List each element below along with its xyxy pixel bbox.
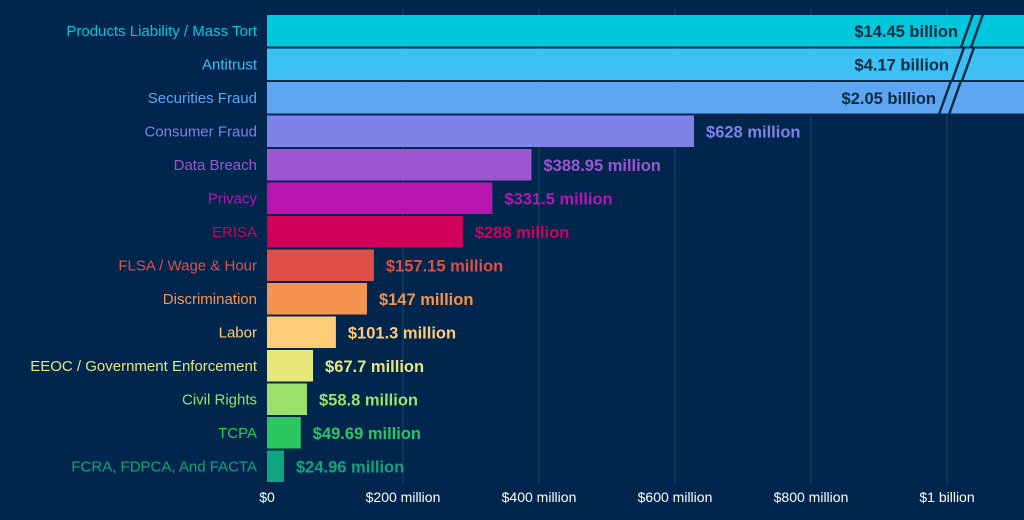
axis-break-slash bbox=[960, 47, 976, 82]
value-label: $288 million bbox=[475, 224, 569, 242]
value-label: $157.15 million bbox=[386, 257, 503, 275]
category-label: Products Liability / Mass Tort bbox=[66, 23, 257, 40]
axis-break-slash bbox=[950, 47, 966, 82]
labels: Products Liability / Mass Tort $14.45 bil… bbox=[30, 23, 958, 477]
category-label: Securities Fraud bbox=[148, 90, 257, 107]
axis-break-slash bbox=[937, 80, 953, 115]
bar bbox=[267, 350, 314, 382]
value-label: $67.7 million bbox=[325, 358, 424, 376]
x-axis-ticks: $0 $200 million $400 million $600 million $8… bbox=[259, 489, 974, 505]
category-label: Labor bbox=[219, 324, 257, 341]
bar bbox=[267, 283, 367, 315]
value-label: $388.95 million bbox=[543, 157, 660, 175]
category-label: Civil Rights bbox=[182, 391, 257, 408]
bar bbox=[267, 82, 1024, 114]
x-tick-label: $200 million bbox=[366, 489, 441, 505]
x-tick-label: $800 million bbox=[774, 489, 849, 505]
bar bbox=[267, 316, 336, 348]
bar bbox=[267, 417, 301, 449]
axis-break-slash bbox=[947, 80, 963, 115]
bars bbox=[267, 15, 1024, 482]
bar bbox=[267, 15, 1024, 47]
category-label: Data Breach bbox=[174, 157, 257, 174]
bar bbox=[267, 115, 695, 147]
x-tick-label: $600 million bbox=[638, 489, 713, 505]
value-label: $628 million bbox=[706, 123, 800, 141]
x-tick-label: $400 million bbox=[502, 489, 577, 505]
category-label: FLSA / Wage & Hour bbox=[118, 257, 257, 274]
value-label: $2.05 billion bbox=[842, 90, 936, 108]
category-label: Consumer Fraud bbox=[144, 123, 257, 140]
value-label: $147 million bbox=[379, 291, 473, 309]
axis-break-slash bbox=[959, 13, 975, 48]
value-label: $4.17 billion bbox=[855, 56, 949, 74]
x-tick-label: $1 billion bbox=[919, 489, 974, 505]
value-label: $101.3 million bbox=[348, 324, 456, 342]
category-label: TCPA bbox=[218, 425, 257, 442]
category-label: Antitrust bbox=[202, 56, 258, 73]
value-label: $14.45 billion bbox=[854, 23, 958, 41]
value-label: $58.8 million bbox=[319, 391, 418, 409]
axis-break-slash bbox=[969, 13, 985, 48]
bar bbox=[267, 182, 493, 214]
bar bbox=[267, 249, 374, 281]
category-label: Privacy bbox=[208, 190, 258, 207]
x-tick-label: $0 bbox=[259, 489, 275, 505]
category-label: Discrimination bbox=[163, 291, 257, 308]
bar bbox=[267, 383, 307, 415]
value-label: $331.5 million bbox=[504, 190, 612, 208]
bar bbox=[267, 48, 1024, 80]
category-label: ERISA bbox=[212, 224, 257, 241]
bar bbox=[267, 149, 532, 181]
value-label: $24.96 million bbox=[296, 458, 404, 476]
value-label: $49.69 million bbox=[313, 425, 421, 443]
category-label: FCRA, FDPCA, And FACTA bbox=[71, 458, 257, 475]
bar bbox=[267, 216, 463, 248]
bar bbox=[267, 450, 284, 482]
axis-break-marks bbox=[937, 13, 985, 115]
category-label: EEOC / Government Enforcement bbox=[30, 358, 258, 375]
